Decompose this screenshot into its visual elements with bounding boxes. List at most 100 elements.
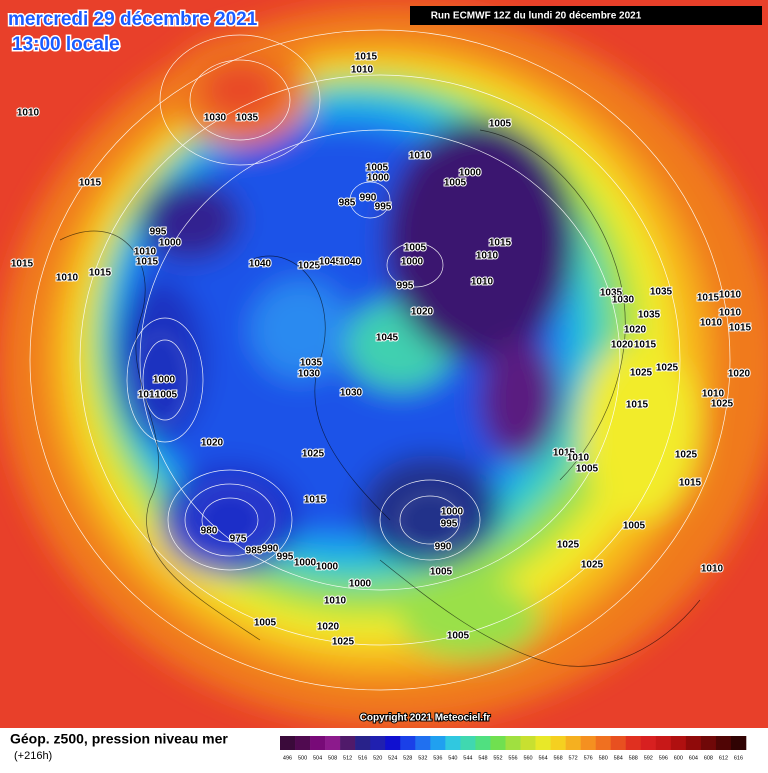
scale-label: 588 [629,755,638,761]
pressure-label: 1000 [459,168,482,179]
pressure-label: 1040 [339,257,362,268]
scale-label: 532 [418,755,427,761]
pressure-label: 990 [435,542,452,553]
pressure-label: 1020 [611,340,634,351]
scale-swatch [715,736,732,750]
scale-swatch [295,736,311,750]
pressure-label: 1035 [300,358,323,369]
run-box [410,6,762,25]
scale-label: 504 [313,755,322,761]
pressure-label: 990 [360,193,377,204]
scale-label: 516 [358,755,367,761]
pressure-label: 1005 [366,163,389,174]
scale-label: 604 [689,755,698,761]
lead-time: (+216h) [14,750,52,762]
scale-swatch [355,736,371,750]
pressure-label: 1000 [349,579,372,590]
pressure-label: 995 [375,202,392,213]
scale-label: 584 [614,755,623,761]
scale-label: 508 [328,755,337,761]
field-label: Géop. z500, pression niveau mer [10,731,228,747]
pressure-label: 1010 [719,308,742,319]
pressure-label: 1010 [701,564,724,575]
pressure-label: 1005 [623,521,646,532]
scale-label: 592 [644,755,653,761]
pressure-label: 1030 [612,295,635,306]
run-info: Run ECMWF 12Z du lundi 20 décembre 2021 [431,11,642,22]
pressure-label: 1015 [729,323,752,334]
pressure-label: 1015 [634,340,657,351]
scale-label: 608 [704,755,713,761]
scale-swatch [415,736,431,750]
pressure-label: 995 [397,281,414,292]
pressure-label: 1015 [89,268,112,279]
pressure-label: 985 [339,198,356,209]
scale-label: 544 [463,755,472,761]
pressure-label: 995 [277,552,294,563]
pressure-label: 1045 [376,333,399,344]
pressure-label: 1010 [351,65,374,76]
scale-label: 512 [343,755,352,761]
scale-swatch [460,736,476,750]
pressure-label: 1025 [332,637,355,648]
scale-label: 552 [493,755,502,761]
pressure-label: 1015 [489,238,512,249]
scale-swatch [640,736,657,750]
pressure-label: 1005 [254,618,277,629]
scale-swatch [370,736,386,750]
copyright: Copyright 2021 Meteociel.fr [360,713,491,724]
pressure-label: 1030 [204,113,227,124]
pressure-label: 1010 [700,318,723,329]
scale-label: 572 [569,755,578,761]
pressure-label: 1010 [56,273,79,284]
pressure-label: 1010 [567,453,590,464]
pressure-label: 1030 [298,369,321,380]
pressure-label: 990 [262,544,279,555]
pressure-label: 1020 [411,307,434,318]
scale-label: 580 [599,755,608,761]
pressure-label: 1025 [298,261,321,272]
scale-swatch [445,736,461,750]
pressure-label: 1025 [302,449,325,460]
pressure-label: 1010 [17,108,40,119]
pressure-label: 975 [230,534,247,545]
pressure-label: 995 [150,227,167,238]
pressure-label: 1025 [581,560,604,571]
pressure-label: 1015 [79,178,102,189]
scale-swatch [505,736,521,750]
pressure-label: 1025 [656,363,679,374]
pressure-label: 1020 [624,325,647,336]
scale-swatch [400,736,416,750]
pressure-label: 1035 [600,288,623,299]
pressure-label: 980 [201,526,218,537]
scale-swatch [325,736,341,750]
scale-label: 536 [433,755,442,761]
scale-label: 612 [719,755,728,761]
scale-swatch [340,736,356,750]
scale-swatch [580,736,596,750]
pressure-label: 1005 [444,178,467,189]
pressure-label: 1010 [476,251,499,262]
pressure-label: 1020 [728,369,751,380]
pressure-label: 1015 [136,257,159,268]
pressure-label: 1035 [650,287,673,298]
pressure-label: 1005 [430,567,453,578]
pressure-label: 1015 [679,478,702,489]
pressure-label: 1025 [675,450,698,461]
pressure-label: 1035 [638,310,661,321]
scale-label: 548 [478,755,487,761]
scale-swatch [430,736,446,750]
scale-label: 556 [508,755,517,761]
pressure-label: 1000 [159,238,182,249]
scale-label: 560 [523,755,532,761]
scale-label: 500 [298,755,307,761]
scale-swatch [565,736,581,750]
pressure-label: 1015 [697,293,720,304]
pressure-label: 1030 [340,388,363,399]
pressure-label: 1020 [201,438,224,449]
pressure-label: 1010 [138,390,161,401]
pressure-label: 1015 [626,400,649,411]
scale-label: 568 [554,755,563,761]
